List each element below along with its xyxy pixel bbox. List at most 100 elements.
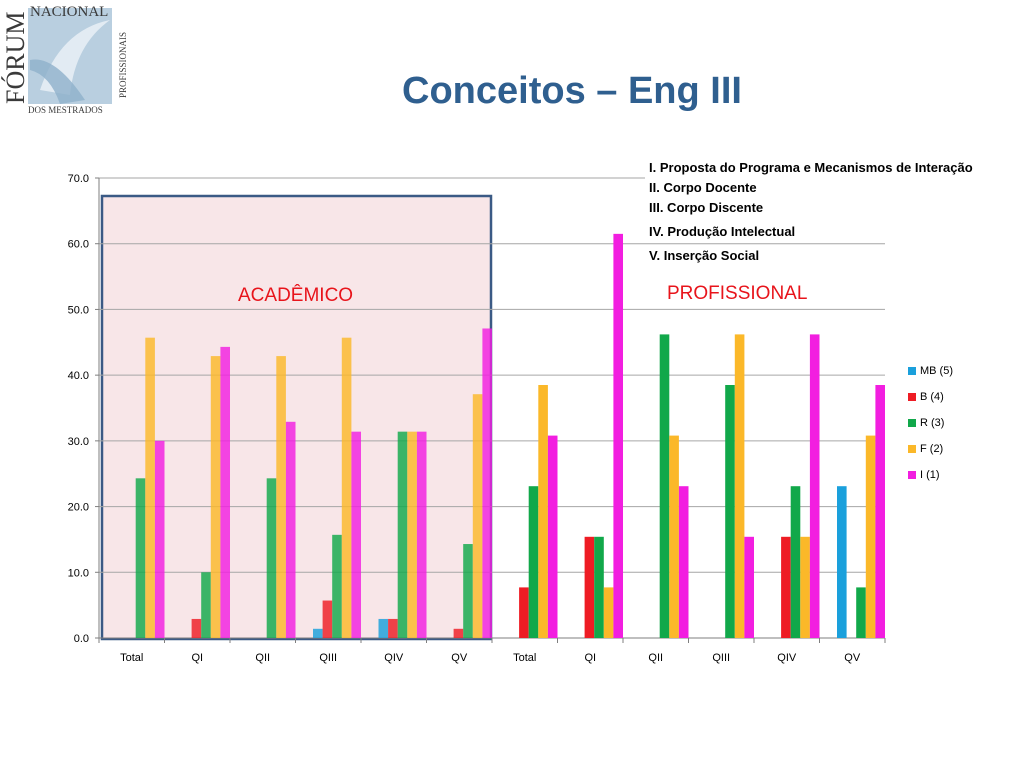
bar bbox=[865, 435, 876, 638]
x-tick-label: QIII bbox=[712, 652, 730, 664]
logo-name-side: PROFISSIONAIS bbox=[118, 32, 128, 98]
x-axis-ticks: Total QI QII QIII QIV QV Total QI QII QIII QIV QV bbox=[98, 638, 886, 664]
y-tick-label: 70.0 bbox=[68, 173, 89, 185]
bar bbox=[135, 478, 146, 638]
academico-label: ACADÊMICO bbox=[238, 285, 354, 306]
legend-swatch-f bbox=[908, 445, 916, 453]
bar bbox=[856, 587, 866, 638]
bar bbox=[341, 337, 352, 638]
bar bbox=[613, 233, 623, 638]
x-tick-label: QV bbox=[451, 652, 468, 664]
legend-label-r: R (3) bbox=[920, 417, 945, 429]
bar bbox=[154, 440, 165, 638]
y-axis-ticks: 0.0 10.0 20.0 30.0 40.0 50.0 60.0 70.0 bbox=[68, 173, 89, 645]
legend-label-mb: MB (5) bbox=[920, 365, 953, 377]
x-tick-label: Total bbox=[513, 652, 536, 664]
bar bbox=[397, 431, 408, 638]
slide-title: Conceitos – Eng III bbox=[402, 70, 742, 112]
legend-label-f: F (2) bbox=[920, 443, 944, 455]
legend-item-i: I (1) bbox=[908, 462, 953, 488]
bar bbox=[285, 421, 296, 638]
logo-name-top: NACIONAL bbox=[30, 4, 108, 20]
bar bbox=[378, 618, 389, 638]
bar bbox=[145, 337, 155, 638]
logo-name-bottom: DOS MESTRADOS bbox=[28, 105, 103, 115]
bar bbox=[407, 431, 417, 638]
bar bbox=[416, 431, 427, 638]
x-tick-label: Total bbox=[120, 652, 143, 664]
bar bbox=[313, 628, 323, 638]
bar bbox=[584, 536, 595, 638]
bar bbox=[210, 356, 221, 638]
y-tick-label: 0.0 bbox=[74, 633, 89, 645]
bar bbox=[276, 356, 286, 638]
legend-label-i: I (1) bbox=[920, 469, 940, 481]
chart-bars bbox=[135, 233, 885, 638]
legend-swatch-i bbox=[908, 471, 916, 479]
bar bbox=[594, 536, 604, 638]
bar bbox=[472, 394, 483, 638]
legend-swatch-r bbox=[908, 419, 916, 427]
bar bbox=[547, 435, 558, 638]
x-tick-label: QI bbox=[191, 652, 203, 664]
bar bbox=[659, 334, 670, 638]
y-tick-label: 20.0 bbox=[68, 502, 89, 514]
x-tick-label: QIV bbox=[384, 652, 404, 664]
legend-item-r: R (3) bbox=[908, 410, 953, 436]
bar bbox=[388, 618, 398, 638]
logo-name-big: FÓRUM bbox=[1, 12, 30, 104]
x-tick-label: QIII bbox=[319, 652, 337, 664]
bar bbox=[744, 536, 754, 638]
x-tick-label: QII bbox=[255, 652, 270, 664]
y-tick-label: 40.0 bbox=[68, 370, 89, 382]
y-tick-label: 60.0 bbox=[68, 239, 89, 251]
legend-swatch-b bbox=[908, 393, 916, 401]
bar bbox=[351, 431, 361, 638]
criterion-3: III. Corpo Discente bbox=[645, 198, 990, 218]
x-tick-label: QIV bbox=[777, 652, 797, 664]
y-tick-label: 50.0 bbox=[68, 304, 89, 316]
legend-item-mb: MB (5) bbox=[908, 358, 953, 384]
y-tick-label: 30.0 bbox=[68, 436, 89, 448]
bar bbox=[322, 600, 333, 638]
bar bbox=[519, 587, 529, 638]
legend-item-f: F (2) bbox=[908, 436, 953, 462]
profissional-label: PROFISSIONAL bbox=[667, 283, 808, 304]
criterion-1: I. Proposta do Programa e Mecanismos de … bbox=[645, 158, 990, 178]
bar bbox=[201, 572, 211, 638]
legend-swatch-mb bbox=[908, 367, 916, 375]
y-tick-label: 10.0 bbox=[68, 567, 89, 579]
forum-logo: NACIONAL FÓRUM PROFISSIONAIS DOS MESTRAD… bbox=[1, 4, 128, 115]
bar bbox=[678, 486, 689, 638]
bar bbox=[482, 328, 492, 638]
bar bbox=[266, 478, 277, 638]
bar bbox=[781, 536, 791, 638]
x-tick-label: QI bbox=[584, 652, 596, 664]
x-tick-label: QV bbox=[844, 652, 861, 664]
logo-swirl-2 bbox=[30, 59, 85, 104]
chart-legend: MB (5) B (4) R (3) F (2) I (1) bbox=[908, 358, 953, 488]
bar bbox=[220, 346, 230, 638]
bar bbox=[837, 486, 847, 638]
bar bbox=[809, 334, 820, 638]
bar bbox=[669, 435, 679, 638]
x-tick-label: QII bbox=[648, 652, 663, 664]
criterion-4: IV. Produção Intelectual bbox=[645, 222, 990, 242]
bar bbox=[463, 544, 473, 638]
bar bbox=[800, 536, 810, 638]
legend-label-b: B (4) bbox=[920, 391, 944, 403]
bar bbox=[734, 334, 745, 638]
bar bbox=[528, 486, 539, 638]
bar bbox=[875, 385, 885, 638]
bar bbox=[725, 385, 735, 638]
criterion-2: II. Corpo Docente bbox=[645, 178, 990, 198]
bar bbox=[603, 587, 614, 638]
bar bbox=[191, 618, 202, 638]
legend-item-b: B (4) bbox=[908, 384, 953, 410]
bar bbox=[453, 628, 464, 638]
criteria-list: I. Proposta do Programa e Mecanismos de … bbox=[645, 158, 990, 266]
bar bbox=[332, 534, 342, 638]
criterion-5: V. Inserção Social bbox=[645, 246, 990, 266]
bar bbox=[538, 385, 548, 638]
